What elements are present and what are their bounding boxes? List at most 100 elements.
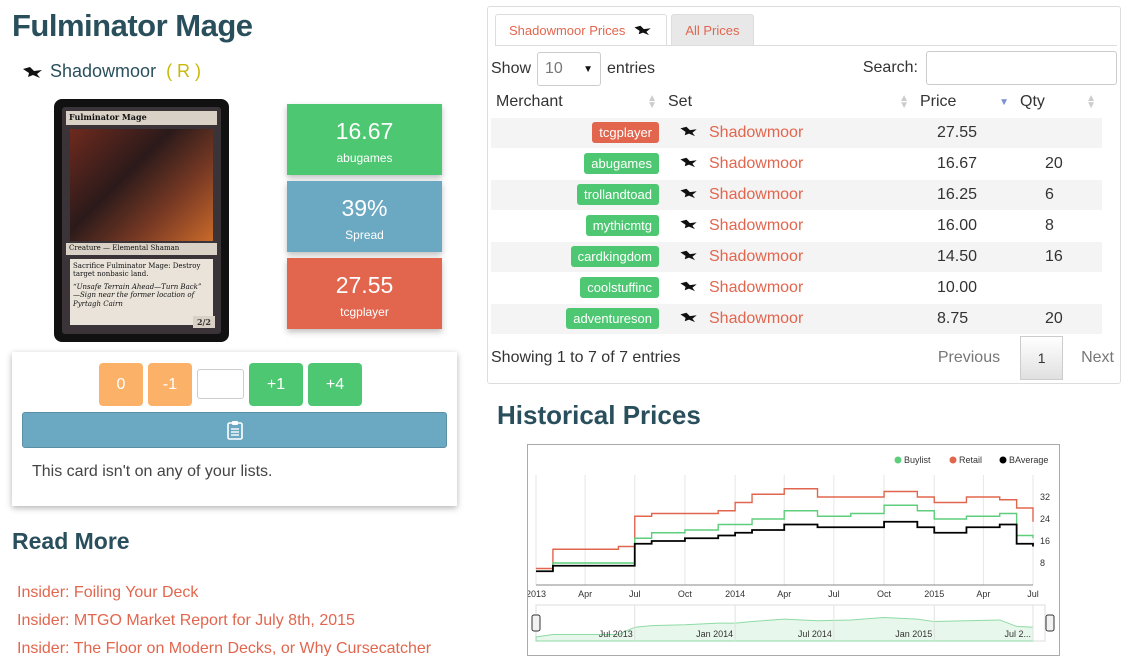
price-cell: 16.00 — [915, 209, 1015, 241]
article-link[interactable]: Insider: Foiling Your Deck — [17, 584, 199, 601]
price-box-label: abugames — [336, 151, 393, 165]
entries-label: entries — [607, 60, 656, 77]
x-tick-label: 2014 — [725, 589, 745, 599]
x-tick-label: Apr — [777, 589, 791, 599]
set-zero-button[interactable]: 0 — [99, 363, 143, 406]
set-link[interactable]: Shadowmoor — [709, 216, 804, 234]
entries-select[interactable]: 10 ▼ — [537, 52, 602, 86]
table-row: trollandtoad Shadowmoor 16.25 6 — [491, 178, 1102, 210]
shadowmoor-set-icon — [680, 312, 697, 322]
card-image-text: Sacrifice Fulminator Mage: Destroy targe… — [70, 259, 213, 325]
merchant-cell: coolstuffinc — [491, 271, 663, 303]
legend-entry: BAverage — [1009, 455, 1048, 465]
series-line-baverage — [536, 520, 1034, 573]
price-cell: 16.25 — [915, 178, 1015, 210]
price-box-spread: 39% Spread — [287, 181, 442, 252]
historical-prices-heading: Historical Prices — [497, 400, 701, 430]
set-link[interactable]: Shadowmoor — [709, 123, 804, 141]
price-cell: 27.55 — [915, 116, 1015, 148]
legend-entry: Retail — [959, 455, 982, 465]
shadowmoor-set-icon — [634, 25, 652, 36]
table-row: coolstuffinc Shadowmoor 10.00 — [491, 271, 1102, 303]
price-cell: 10.00 — [915, 271, 1015, 303]
shadowmoor-set-icon — [680, 219, 697, 229]
sort-desc-icon: ▼ — [999, 97, 1009, 108]
price-cell: 16.67 — [915, 147, 1015, 179]
quantity-controls: 0 -1 +1 +4 — [99, 363, 362, 406]
qty-cell: 8 — [1015, 209, 1102, 241]
set-link[interactable]: Shadowmoor — [709, 278, 804, 296]
card-image-type: Creature — Elemental Shaman — [66, 243, 217, 255]
read-more-heading: Read More — [12, 528, 130, 554]
y-tick-label: 8 — [1040, 558, 1045, 568]
quantity-input[interactable] — [197, 369, 244, 399]
navigator-series — [535, 617, 1034, 642]
merchant-badge[interactable]: trollandtoad — [577, 184, 659, 205]
card-set-line: Shadowmoor ( R ) — [22, 61, 201, 82]
merchant-badge[interactable]: adventureson — [566, 308, 659, 330]
set-name-link[interactable]: Shadowmoor — [50, 61, 157, 81]
merchant-badge[interactable]: coolstuffinc — [580, 277, 659, 298]
column-header-price[interactable]: Price ▼ — [920, 92, 1009, 110]
navigator-tick-label: Jan 2015 — [895, 629, 932, 639]
tab-set-prices[interactable]: Shadowmoor Prices — [495, 14, 668, 46]
qty-cell — [1015, 271, 1102, 303]
navigator-tick-label: Jul 2013 — [599, 629, 633, 639]
article-link[interactable]: Insider: The Floor on Modern Decks, or W… — [17, 640, 432, 656]
set-cell: Shadowmoor — [663, 116, 915, 148]
set-link[interactable]: Shadowmoor — [709, 154, 804, 172]
x-tick-label: Oct — [678, 589, 693, 599]
sort-icon: ▲ ▼ — [1086, 93, 1096, 111]
merchant-cell: adventureson — [491, 302, 663, 334]
navigator-tick-label: Jul 2... — [1004, 629, 1031, 639]
article-link[interactable]: Insider: MTGO Market Report for July 8th… — [17, 612, 355, 629]
set-link[interactable]: Shadowmoor — [709, 309, 804, 327]
merchant-cell: mythicmtg — [491, 209, 663, 241]
set-link[interactable]: Shadowmoor — [709, 247, 804, 265]
column-header-qty[interactable]: Qty ▲ ▼ — [1020, 92, 1096, 111]
x-tick-label: Jul — [629, 589, 641, 599]
merchant-cell: tcgplayer — [491, 116, 663, 148]
merchant-badge[interactable]: tcgplayer — [592, 122, 659, 143]
tab-label: Shadowmoor Prices — [509, 22, 626, 38]
next-page-button[interactable]: Next — [1081, 349, 1114, 366]
x-tick-label: Apr — [976, 589, 990, 599]
price-box-label: Spread — [345, 228, 384, 242]
plus-one-button[interactable]: +1 — [249, 363, 303, 406]
tab-all-prices[interactable]: All Prices — [671, 14, 754, 46]
price-box-retail: 27.55 tcgplayer — [287, 258, 442, 329]
table-row: mythicmtg Shadowmoor 16.00 8 — [491, 209, 1102, 241]
set-cell: Shadowmoor — [663, 271, 915, 303]
navigator-right-handle[interactable] — [1045, 614, 1055, 632]
y-tick-label: 24 — [1040, 514, 1050, 524]
historical-price-chart[interactable]: 2013 Apr Jul Oct 2014 Apr Jul Oct 2015 Apr Jul 8 16 2… — [526, 444, 1060, 656]
card-art — [70, 129, 213, 241]
column-header-set[interactable]: Set ▲ ▼ — [668, 92, 909, 111]
previous-page-button[interactable]: Previous — [937, 349, 1001, 366]
x-tick-label: 2013 — [528, 589, 546, 599]
prices-table: Merchant ▲ ▼ Set ▲ ▼ Price ▼ Qty ▲ ▼ tcgplayer S… — [491, 87, 1102, 334]
table-row: cardkingdom Shadowmoor 14.50 16 — [491, 240, 1102, 272]
set-link[interactable]: Shadowmoor — [709, 185, 804, 203]
plus-four-button[interactable]: +4 — [308, 363, 362, 406]
column-header-merchant[interactable]: Merchant ▲ ▼ — [496, 92, 657, 111]
page-button[interactable]: 1 — [1020, 336, 1064, 380]
x-tick-label: Jul — [1027, 589, 1039, 599]
shadowmoor-set-icon — [680, 188, 697, 198]
x-tick-label: Jul — [828, 589, 840, 599]
navigator-left-handle[interactable] — [531, 614, 541, 632]
legend-marker — [999, 456, 1007, 464]
card-flavor-text: “Unsafe Terrain Ahead—Turn Back” —Sign n… — [73, 282, 202, 308]
merchant-badge[interactable]: cardkingdom — [570, 246, 659, 267]
add-to-list-button[interactable] — [22, 412, 447, 448]
shadowmoor-set-icon — [680, 281, 697, 291]
price-box-value: 39% — [341, 195, 388, 221]
set-cell: Shadowmoor — [663, 240, 915, 272]
chevron-down-icon: ▼ — [583, 63, 594, 75]
entries-select-value: 10 — [545, 60, 563, 77]
merchant-badge[interactable]: mythicmtg — [585, 215, 659, 236]
minus-one-button[interactable]: -1 — [148, 363, 192, 406]
navigator-tick-label: Jan 2014 — [696, 629, 733, 639]
merchant-badge[interactable]: abugames — [584, 153, 659, 174]
search-input[interactable] — [926, 51, 1117, 85]
